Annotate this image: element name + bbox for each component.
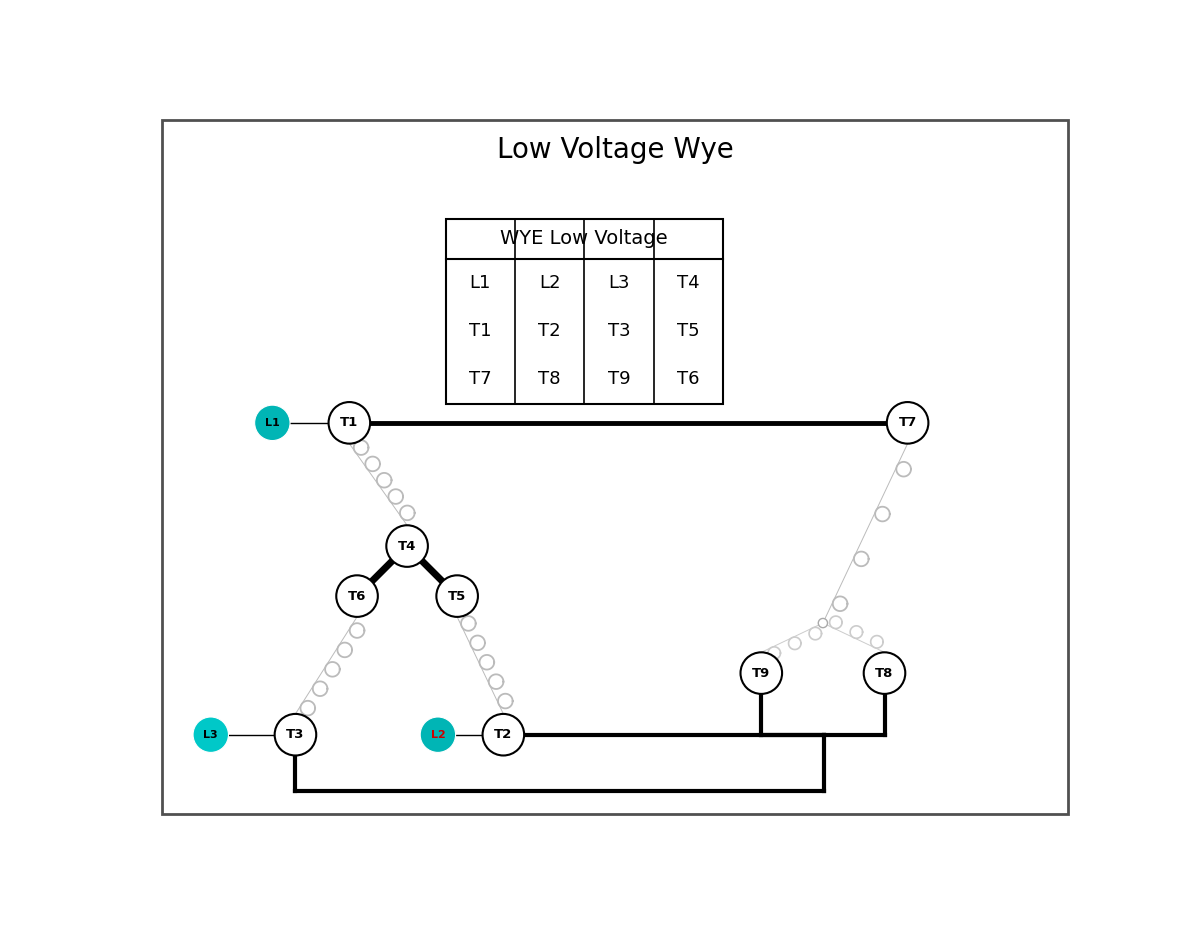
Circle shape xyxy=(336,575,378,617)
Text: T6: T6 xyxy=(348,589,366,602)
Text: L1: L1 xyxy=(469,274,491,292)
Text: T2: T2 xyxy=(539,322,560,340)
Circle shape xyxy=(818,619,828,628)
Text: L2: L2 xyxy=(539,274,560,292)
Text: T4: T4 xyxy=(398,539,416,552)
Text: T4: T4 xyxy=(677,274,700,292)
Circle shape xyxy=(420,717,456,752)
Text: T3: T3 xyxy=(607,322,630,340)
Text: T7: T7 xyxy=(469,371,492,388)
Text: T6: T6 xyxy=(677,371,700,388)
Circle shape xyxy=(329,402,370,444)
Circle shape xyxy=(386,525,428,567)
Text: T9: T9 xyxy=(607,371,630,388)
Circle shape xyxy=(275,714,317,756)
Text: L3: L3 xyxy=(608,274,630,292)
Circle shape xyxy=(740,652,782,694)
Circle shape xyxy=(437,575,478,617)
Text: T9: T9 xyxy=(752,667,770,680)
Text: Low Voltage Wye: Low Voltage Wye xyxy=(497,135,733,164)
Text: T8: T8 xyxy=(539,371,560,388)
Text: L3: L3 xyxy=(204,730,218,740)
Circle shape xyxy=(254,405,290,440)
Text: T5: T5 xyxy=(677,322,700,340)
Circle shape xyxy=(193,717,228,752)
Text: T7: T7 xyxy=(899,416,917,429)
Circle shape xyxy=(482,714,524,756)
Text: T1: T1 xyxy=(469,322,492,340)
Text: WYE Low Voltage: WYE Low Voltage xyxy=(500,229,668,248)
Text: T1: T1 xyxy=(341,416,359,429)
Text: T3: T3 xyxy=(287,728,305,741)
Text: L2: L2 xyxy=(431,730,445,740)
Text: T2: T2 xyxy=(494,728,512,741)
Text: L1: L1 xyxy=(265,418,280,428)
Text: T8: T8 xyxy=(875,667,894,680)
Bar xyxy=(445,219,722,403)
Circle shape xyxy=(887,402,929,444)
Circle shape xyxy=(864,652,905,694)
Text: T5: T5 xyxy=(448,589,467,602)
